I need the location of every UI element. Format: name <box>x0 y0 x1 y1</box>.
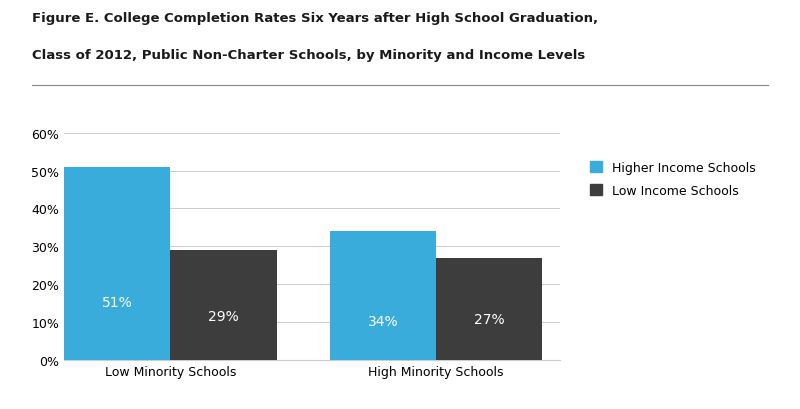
Legend: Higher Income Schools, Low Income Schools: Higher Income Schools, Low Income School… <box>586 157 760 201</box>
Bar <box>436 258 542 360</box>
Text: Figure E. College Completion Rates Six Years after High School Graduation,: Figure E. College Completion Rates Six Y… <box>32 12 598 25</box>
Text: 34%: 34% <box>367 315 398 328</box>
Text: 51%: 51% <box>102 295 133 309</box>
Text: Class of 2012, Public Non-Charter Schools, by Minority and Income Levels: Class of 2012, Public Non-Charter School… <box>32 49 586 62</box>
Text: 27%: 27% <box>474 312 505 326</box>
Bar <box>170 250 277 360</box>
Text: 29%: 29% <box>208 309 239 323</box>
Bar <box>64 167 170 360</box>
Bar <box>330 231 436 360</box>
